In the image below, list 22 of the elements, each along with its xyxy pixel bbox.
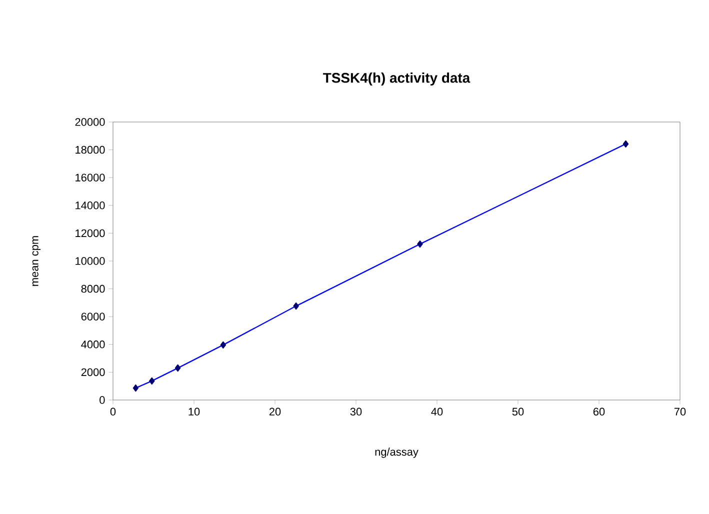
x-tick-label: 20 bbox=[269, 408, 281, 416]
x-tick-label: 60 bbox=[593, 408, 605, 416]
y-tick-label: 14000 bbox=[76, 202, 105, 210]
y-tick-label: 6000 bbox=[81, 312, 105, 320]
y-axis-title: mean cpm bbox=[32, 236, 41, 286]
x-tick-label: 10 bbox=[188, 408, 200, 416]
y-tick-label: 4000 bbox=[81, 340, 105, 348]
y-tick-label: 20000 bbox=[75, 118, 105, 126]
x-tick-label: 70 bbox=[674, 408, 686, 416]
x-tick-label: 0 bbox=[110, 408, 116, 416]
y-tick-label: 2000 bbox=[81, 368, 105, 376]
y-tick-label: 16000 bbox=[76, 174, 105, 182]
y-tick-label: 18000 bbox=[76, 146, 105, 154]
y-tick-label: 8000 bbox=[81, 284, 105, 293]
x-tick-label: 30 bbox=[350, 408, 362, 416]
y-tick-label: 0 bbox=[100, 396, 105, 404]
x-tick-label: 40 bbox=[431, 408, 443, 416]
chart-title: TSSK4(h) activity data bbox=[323, 72, 470, 86]
x-axis-title: ng/assay bbox=[375, 448, 418, 458]
y-tick-label: 10000 bbox=[76, 257, 105, 265]
x-tick-label: 50 bbox=[512, 408, 524, 416]
y-tick-label: 12000 bbox=[76, 229, 105, 238]
